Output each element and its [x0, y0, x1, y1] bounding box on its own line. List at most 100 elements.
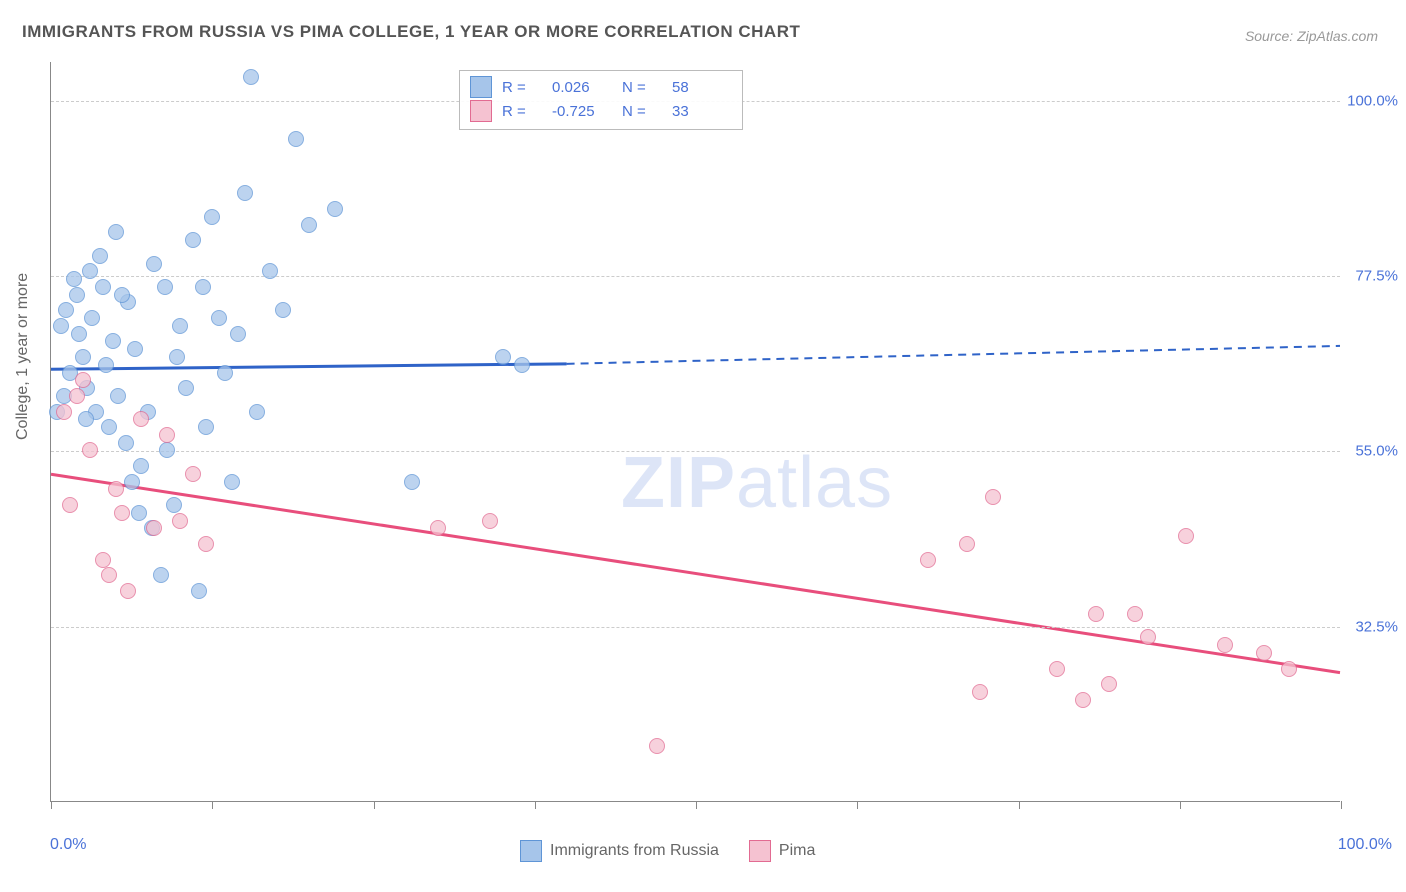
data-point — [146, 520, 162, 536]
data-point — [1101, 676, 1117, 692]
data-point — [146, 256, 162, 272]
data-point — [78, 411, 94, 427]
data-point — [649, 738, 665, 754]
data-point — [430, 520, 446, 536]
data-point — [133, 411, 149, 427]
data-point — [56, 404, 72, 420]
data-point — [185, 232, 201, 248]
gridline — [51, 627, 1340, 628]
data-point — [230, 326, 246, 342]
data-point — [1256, 645, 1272, 661]
x-tick — [1180, 801, 1181, 809]
data-point — [920, 552, 936, 568]
y-axis-label: College, 1 year or more — [14, 273, 32, 440]
data-point — [301, 217, 317, 233]
data-point — [98, 357, 114, 373]
data-point — [262, 263, 278, 279]
data-point — [124, 474, 140, 490]
data-point — [275, 302, 291, 318]
x-tick — [1341, 801, 1342, 809]
x-axis-min-label: 0.0% — [50, 836, 86, 854]
x-tick — [51, 801, 52, 809]
legend-n-label: N = — [622, 103, 662, 120]
data-point — [101, 419, 117, 435]
trend-lines-svg — [51, 62, 1340, 801]
legend-row: R = 0.026 N = 58 — [470, 75, 732, 99]
data-point — [198, 536, 214, 552]
data-point — [1178, 528, 1194, 544]
data-point — [95, 279, 111, 295]
data-point — [69, 287, 85, 303]
data-point — [92, 248, 108, 264]
data-point — [288, 131, 304, 147]
data-point — [198, 419, 214, 435]
data-point — [69, 388, 85, 404]
data-point — [62, 497, 78, 513]
data-point — [404, 474, 420, 490]
legend-r-label: R = — [502, 103, 542, 120]
data-point — [224, 474, 240, 490]
data-point — [1281, 661, 1297, 677]
data-point — [66, 271, 82, 287]
legend-row: R = -0.725 N = 33 — [470, 99, 732, 123]
gridline — [51, 276, 1340, 277]
data-point — [84, 310, 100, 326]
data-point — [114, 287, 130, 303]
legend-swatch — [520, 840, 542, 862]
legend-swatch — [470, 100, 492, 122]
legend-n-value: 58 — [672, 79, 732, 96]
data-point — [985, 489, 1001, 505]
data-point — [178, 380, 194, 396]
data-point — [159, 442, 175, 458]
x-tick — [1019, 801, 1020, 809]
x-tick — [374, 801, 375, 809]
legend-swatch — [470, 76, 492, 98]
data-point — [82, 442, 98, 458]
data-point — [95, 552, 111, 568]
data-point — [172, 318, 188, 334]
data-point — [82, 263, 98, 279]
data-point — [1075, 692, 1091, 708]
legend-swatch — [749, 840, 771, 862]
data-point — [249, 404, 265, 420]
data-point — [153, 567, 169, 583]
data-point — [204, 209, 220, 225]
legend-series-item: Pima — [749, 840, 815, 862]
source-attribution: Source: ZipAtlas.com — [1245, 28, 1378, 44]
data-point — [211, 310, 227, 326]
data-point — [1088, 606, 1104, 622]
chart-title: IMMIGRANTS FROM RUSSIA VS PIMA COLLEGE, … — [22, 22, 800, 42]
x-tick — [212, 801, 213, 809]
data-point — [71, 326, 87, 342]
data-point — [195, 279, 211, 295]
legend-correlation: R = 0.026 N = 58 R = -0.725 N = 33 — [459, 70, 743, 130]
gridline — [51, 451, 1340, 452]
data-point — [166, 497, 182, 513]
data-point — [118, 435, 134, 451]
legend-n-label: N = — [622, 79, 662, 96]
legend-series-label: Pima — [779, 842, 815, 860]
legend-series: Immigrants from Russia Pima — [520, 840, 815, 862]
legend-r-label: R = — [502, 79, 542, 96]
data-point — [191, 583, 207, 599]
data-point — [53, 318, 69, 334]
data-point — [1049, 661, 1065, 677]
y-tick-label: 100.0% — [1347, 92, 1398, 109]
legend-series-item: Immigrants from Russia — [520, 840, 719, 862]
y-tick-label: 32.5% — [1355, 618, 1398, 635]
data-point — [114, 505, 130, 521]
data-point — [105, 333, 121, 349]
data-point — [108, 224, 124, 240]
legend-r-value: 0.026 — [552, 79, 612, 96]
data-point — [120, 583, 136, 599]
data-point — [514, 357, 530, 373]
data-point — [482, 513, 498, 529]
data-point — [133, 458, 149, 474]
data-point — [58, 302, 74, 318]
data-point — [217, 365, 233, 381]
legend-r-value: -0.725 — [552, 103, 612, 120]
legend-n-value: 33 — [672, 103, 732, 120]
data-point — [237, 185, 253, 201]
data-point — [1140, 629, 1156, 645]
data-point — [108, 481, 124, 497]
